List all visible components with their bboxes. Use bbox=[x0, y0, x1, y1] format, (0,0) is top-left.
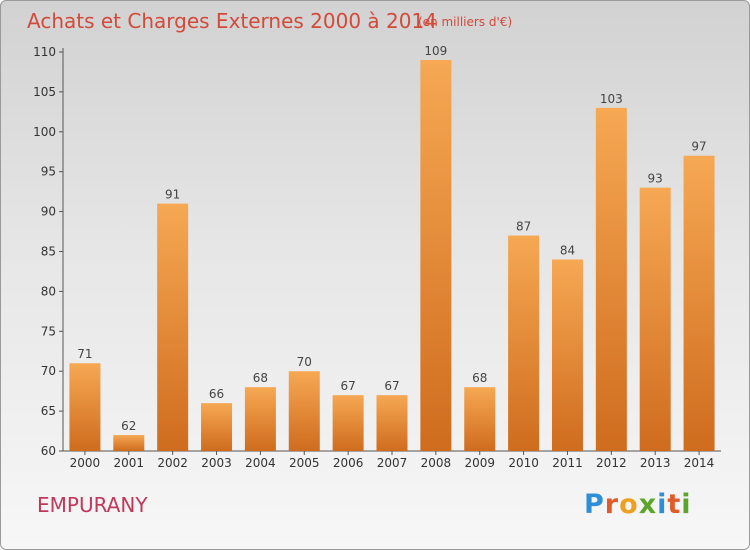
x-tick-label-2004: 2004 bbox=[245, 456, 276, 470]
data-label-2013: 93 bbox=[648, 172, 663, 186]
logo-letter: i bbox=[681, 489, 692, 520]
data-label-2012: 103 bbox=[600, 92, 623, 106]
bar-2008 bbox=[420, 59, 452, 451]
commune-name: EMPURANY bbox=[37, 493, 148, 517]
data-label-2002: 91 bbox=[165, 188, 180, 202]
y-tick-label: 95 bbox=[41, 165, 56, 179]
y-tick-label: 105 bbox=[33, 85, 56, 99]
data-label-2011: 84 bbox=[560, 243, 575, 257]
data-label-2004: 68 bbox=[253, 371, 268, 385]
logo-letter: o bbox=[619, 489, 639, 520]
logo-letter: i bbox=[657, 489, 668, 520]
data-label-2010: 87 bbox=[516, 220, 531, 234]
data-label-2008: 109 bbox=[424, 44, 447, 58]
data-label-2005: 70 bbox=[297, 355, 312, 369]
bar-2004 bbox=[244, 387, 276, 451]
bar-2010 bbox=[508, 235, 540, 451]
bar-2009 bbox=[464, 387, 496, 451]
x-tick-label-2000: 2000 bbox=[70, 456, 101, 470]
y-tick-label: 110 bbox=[33, 45, 56, 59]
data-label-2009: 68 bbox=[472, 371, 487, 385]
bar-2006 bbox=[332, 395, 364, 451]
x-tick-label-2006: 2006 bbox=[333, 456, 364, 470]
x-tick-label-2013: 2013 bbox=[640, 456, 671, 470]
chart-title: Achats et Charges Externes 2000 à 2014 bbox=[27, 9, 437, 33]
x-tick-label-2001: 2001 bbox=[114, 456, 145, 470]
data-label-2007: 67 bbox=[384, 379, 399, 393]
data-label-2003: 66 bbox=[209, 387, 224, 401]
y-tick-label: 75 bbox=[41, 324, 56, 338]
x-tick-label-2003: 2003 bbox=[201, 456, 232, 470]
data-label-2001: 62 bbox=[121, 419, 136, 433]
logo-letter: r bbox=[604, 489, 620, 520]
y-tick-label: 100 bbox=[33, 125, 56, 139]
y-tick-label: 70 bbox=[41, 364, 56, 378]
y-tick-label: 90 bbox=[41, 205, 56, 219]
data-label-2000: 71 bbox=[77, 347, 92, 361]
x-tick-label-2011: 2011 bbox=[552, 456, 583, 470]
y-tick-label: 65 bbox=[41, 404, 56, 418]
bar-2014 bbox=[683, 155, 715, 452]
x-tick-label-2007: 2007 bbox=[377, 456, 408, 470]
logo-letter: P bbox=[584, 489, 605, 520]
bar-2013 bbox=[639, 187, 671, 451]
bar-2005 bbox=[288, 371, 320, 451]
x-tick-label-2009: 2009 bbox=[464, 456, 495, 470]
x-tick-label-2010: 2010 bbox=[508, 456, 539, 470]
data-label-2006: 67 bbox=[340, 379, 355, 393]
x-tick-label-2012: 2012 bbox=[596, 456, 627, 470]
axes: 60 65 70 75 80 85 90 95 100 105 110 2000 2001 2002 200… bbox=[33, 45, 721, 470]
y-tick-label: 85 bbox=[41, 245, 56, 259]
logo-letter: x bbox=[638, 489, 658, 520]
y-tick-label: 80 bbox=[41, 284, 56, 298]
x-tick-label-2002: 2002 bbox=[157, 456, 188, 470]
x-tick-label-2014: 2014 bbox=[684, 456, 715, 470]
bar-2012 bbox=[595, 107, 627, 452]
y-tick-label: 60 bbox=[41, 444, 56, 458]
bar-2011 bbox=[551, 259, 583, 451]
bar-2002 bbox=[157, 203, 189, 451]
x-tick-label-2008: 2008 bbox=[421, 456, 452, 470]
data-label-2014: 97 bbox=[691, 140, 706, 154]
proxiti-logo: Proxiti bbox=[584, 489, 692, 520]
bar-2003 bbox=[201, 403, 233, 451]
bar-2007 bbox=[376, 395, 408, 451]
bars: 71 62 91 66 68 70 67 67 109 68 87 84 103 93 97 bbox=[69, 44, 715, 452]
bar-2001 bbox=[113, 435, 145, 451]
logo-letter: t bbox=[667, 489, 682, 520]
chart-unit: (en milliers d'€) bbox=[418, 15, 512, 29]
bar-2000 bbox=[69, 363, 101, 451]
x-tick-label-2005: 2005 bbox=[289, 456, 320, 470]
